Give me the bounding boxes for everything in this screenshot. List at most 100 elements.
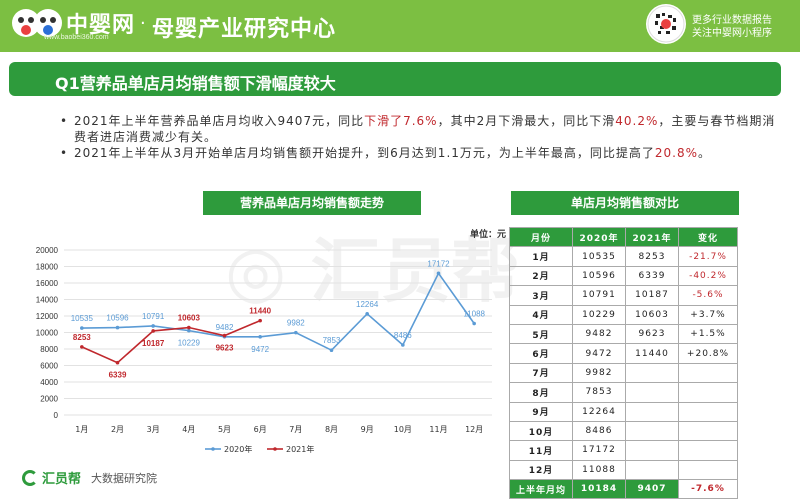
- footer-brand: 汇员帮: [42, 472, 82, 487]
- x-tick-label: 5月: [218, 425, 231, 434]
- y-tick-label: 10000: [36, 329, 59, 338]
- legend-marker: [211, 447, 215, 451]
- data-label: 10791: [142, 312, 165, 321]
- table-row: 3月 10791 10187 -5.6%: [509, 285, 738, 306]
- table-heading: 单店月均销售额对比: [511, 191, 739, 215]
- footer-sub: 大数据研究院: [91, 471, 158, 485]
- header-month: 月份: [509, 226, 573, 248]
- y-tick-label: 2000: [40, 395, 58, 404]
- table-cell: [625, 401, 679, 422]
- table-cell: 1月: [509, 246, 573, 267]
- table-row: 8月 7853: [509, 382, 738, 403]
- bullet-2-text-b: 。: [698, 146, 712, 160]
- table-cell: 12264: [572, 401, 626, 422]
- table-cell: [678, 382, 738, 403]
- comparison-table: 月份 2020年 2021年 变化 1月 10535 8253 -21.7% 2月 105…: [509, 226, 738, 500]
- data-point: [329, 348, 334, 353]
- table-cell: 6月: [509, 343, 573, 364]
- table-cell: 9982: [572, 362, 626, 384]
- y-tick-label: 8000: [40, 345, 58, 354]
- table-cell: 9623: [625, 323, 679, 345]
- data-label: 8253: [73, 333, 91, 342]
- table-row: 1月 10535 8253 -21.7%: [509, 246, 738, 267]
- table-cell: 10603: [625, 304, 679, 325]
- table-row: 5月 9482 9623 +1.5%: [509, 323, 738, 345]
- table-cell: [678, 459, 738, 481]
- bullet-1-highlight-2: 40.2%: [615, 114, 659, 128]
- bullet-2-highlight: 20.8%: [654, 146, 699, 160]
- table-cell: 17172: [572, 440, 626, 461]
- qr-code-icon[interactable]: [646, 4, 686, 44]
- y-tick-label: 0: [54, 411, 59, 420]
- table-cell: -40.2%: [678, 265, 738, 287]
- data-label: 9482: [216, 323, 234, 332]
- logo-url: www.baobei360.com: [44, 34, 109, 41]
- data-point: [294, 330, 298, 335]
- table-cell: 11月: [509, 440, 573, 461]
- series-line-2021年: [81, 319, 261, 364]
- line-chart: 0 2000 4000 6000 8000 10000 12000 14000 16000 180…: [36, 246, 492, 454]
- data-label: 9623: [216, 344, 234, 353]
- logo-text: 中婴网: [66, 13, 136, 38]
- data-label: 10229: [178, 339, 201, 348]
- table-cell: 12月: [509, 459, 573, 481]
- baby-face-icon: [12, 9, 62, 37]
- table-cell: 10229: [572, 304, 626, 325]
- x-tick-label: 4月: [182, 425, 195, 434]
- x-tick-label: 3月: [147, 425, 160, 434]
- table-cell: [625, 362, 679, 384]
- table-cell: [625, 420, 679, 442]
- legend-label: 2020年: [224, 444, 252, 454]
- y-tick-label: 6000: [40, 362, 58, 371]
- data-label: 6339: [109, 371, 127, 380]
- table-cell: 9482: [572, 323, 626, 345]
- y-tick-label: 16000: [36, 279, 59, 288]
- data-point: [115, 360, 120, 365]
- table-cell: 9472: [572, 343, 626, 364]
- table-cell: 7月: [509, 362, 573, 384]
- x-tick-label: 9月: [361, 425, 374, 434]
- y-tick-label: 14000: [36, 296, 59, 305]
- footer-logo: 汇员帮 大数据研究院: [22, 468, 157, 487]
- x-tick-label: 8月: [325, 425, 338, 434]
- summary-bullets: 2021年上半年营养品单店月均收入9407元，同比下滑了7.6%，其中2月下滑最…: [60, 113, 780, 161]
- table-cell: 10187: [625, 285, 679, 306]
- table-cell: [678, 362, 738, 384]
- table-cell: 11088: [572, 459, 626, 481]
- table-cell: [678, 401, 738, 422]
- y-tick-label: 12000: [36, 312, 59, 321]
- bullet-1: 2021年上半年营养品单店月均收入9407元，同比下滑了7.6%，其中2月下滑最…: [60, 113, 780, 145]
- table-cell: -5.6%: [678, 285, 738, 306]
- table-cell: [625, 440, 679, 461]
- table-cell: 3月: [509, 285, 573, 306]
- top-banner: 中婴网 www.baobei360.com · 母婴产业研究中心 更多行业数据报…: [0, 0, 800, 52]
- header-2020: 2020年: [572, 226, 626, 248]
- promo-line-1: 更多行业数据报告: [692, 15, 772, 26]
- x-tick-label: 10月: [394, 425, 412, 434]
- table-cell: 10791: [572, 285, 626, 306]
- table-row: 4月 10229 10603 +3.7%: [509, 304, 738, 325]
- table-cell: 4月: [509, 304, 573, 325]
- data-point: [365, 312, 369, 316]
- data-label: 11440: [249, 307, 271, 316]
- promo-text: 更多行业数据报告 关注中婴网小程序: [692, 14, 772, 40]
- table-row: 2月 10596 6339 -40.2%: [509, 265, 738, 287]
- separator-dot: ·: [140, 13, 146, 34]
- x-tick-label: 1月: [75, 425, 88, 434]
- data-point: [472, 321, 476, 326]
- table-cell: 9月: [509, 401, 573, 422]
- table-cell: [625, 382, 679, 403]
- x-tick-label: 6月: [254, 425, 267, 434]
- x-tick-label: 12月: [465, 425, 483, 434]
- data-point: [187, 328, 191, 333]
- table-cell: 8月: [509, 382, 573, 403]
- data-point: [151, 329, 155, 333]
- data-label: 17172: [427, 259, 450, 268]
- header-change: 变化: [678, 226, 738, 248]
- table-cell: 10535: [572, 246, 626, 267]
- table-total-row: 上半年月均 10184 9407 -7.6%: [509, 479, 738, 500]
- table-cell: 8253: [625, 246, 679, 267]
- table-cell: +3.7%: [678, 304, 738, 325]
- data-point: [80, 345, 84, 349]
- data-label: 11088: [463, 310, 485, 319]
